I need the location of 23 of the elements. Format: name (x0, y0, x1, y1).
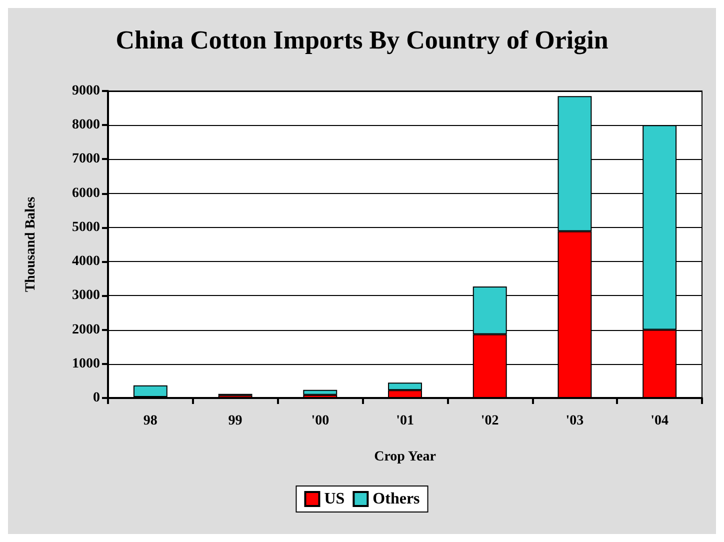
x-tick-label: '04 (650, 414, 669, 428)
x-tick-label: 98 (143, 414, 158, 428)
x-tick-label: '01 (396, 414, 414, 428)
x-tick-label: '00 (311, 414, 330, 428)
bar (303, 390, 338, 395)
legend-label: Others (372, 490, 420, 508)
y-tick-label: 7000 (72, 152, 100, 167)
x-axis-title: Crop Year (374, 450, 436, 464)
x-tick-label: 99 (228, 414, 242, 428)
y-tick-label: 6000 (72, 186, 100, 201)
x-tick-label: '03 (566, 414, 584, 428)
y-tick-label: 8000 (72, 118, 100, 133)
y-tick-label: 2000 (72, 322, 100, 338)
y-tick-label: 1000 (72, 356, 100, 372)
chart-title: China Cotton Imports By Country of Origin (116, 26, 609, 54)
legend-label: US (324, 490, 345, 508)
y-tick-label: 3000 (72, 288, 100, 304)
y-tick-label: 4000 (72, 254, 100, 270)
y-tick-label: 5000 (72, 220, 100, 235)
y-tick-label: 0 (93, 390, 100, 406)
y-tick-label: 9000 (72, 84, 100, 98)
y-axis-title: Thousand Bales (24, 196, 38, 292)
x-tick-label: '02 (480, 414, 499, 428)
